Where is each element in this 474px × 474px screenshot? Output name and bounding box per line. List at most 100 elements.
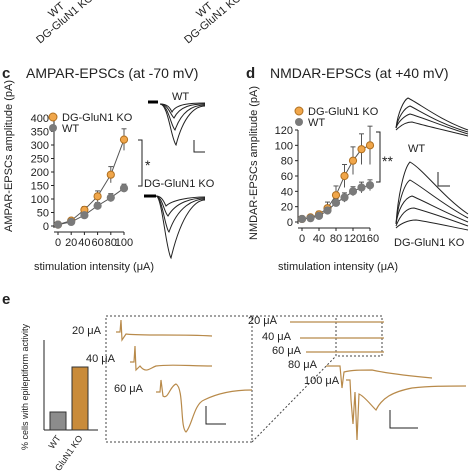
legend-d-wt-marker: [295, 118, 303, 126]
nmdar-point: [357, 145, 366, 154]
panel-c-ko-traces: [144, 194, 206, 260]
mid-stim-label-40: 40 μA: [86, 353, 116, 365]
panel-c-sig-bracket: [138, 139, 143, 187]
ampar-point: [119, 135, 129, 144]
legend-c-wt-label: WT: [62, 123, 79, 135]
bar-0: [49, 411, 67, 431]
ampar-x-tick-label: 20: [65, 237, 77, 249]
legend-c-wt-marker: [49, 124, 57, 132]
panel-d-title: NMDAR-EPSCs (at +40 mV): [270, 65, 449, 81]
panel-c-title: AMPAR-EPSCs (at -70 mV): [26, 65, 198, 81]
nmdar-point: [323, 206, 332, 215]
nmdar-point: [314, 211, 324, 220]
ampar-point: [93, 201, 102, 210]
mid-stim-label-20: 20 μA: [72, 325, 102, 337]
panel-c-significance: *: [145, 157, 151, 173]
right-stim-label-20: 20 μA: [248, 315, 278, 327]
ampar-y-tick-label: 150: [31, 181, 49, 193]
panel-d-ylabel: NMDAR-EPSCs amplitude (pA): [248, 86, 260, 240]
panel-d-trace-ko-label: DG-GluN1 KO: [394, 237, 465, 249]
ampar-x-tick-label: 100: [115, 237, 133, 249]
ampar-point: [106, 193, 115, 202]
nmdar-point: [365, 141, 375, 150]
ampar-y-tick-label: 400: [31, 113, 49, 125]
nmdar-point: [331, 198, 341, 207]
panel-d-letter: d: [246, 65, 255, 82]
right-stim-label-40: 40 μA: [262, 331, 292, 343]
nmdar-y-tick-label: 60: [281, 171, 293, 183]
legend-d-wt-label: WT: [308, 117, 325, 129]
ampar-y-tick-label: 0: [43, 221, 49, 233]
ampar-x-tick-label: 60: [91, 237, 103, 249]
right-stim-label-60: 60 μA: [272, 345, 302, 357]
ampar-point: [80, 211, 89, 220]
nmdar-y-tick-label: 100: [275, 140, 293, 152]
nmdar-y-tick-label: 20: [281, 202, 293, 214]
panel-c-trace-wt-label: WT: [172, 91, 189, 103]
panel-d-wt-traces: [395, 97, 469, 137]
ampar-x-tick-label: 80: [105, 237, 117, 249]
nmdar-y-tick-label: 40: [281, 186, 293, 198]
nmdar-x-tick-label: 120: [344, 233, 362, 245]
ampar-y-tick-label: 300: [31, 140, 49, 152]
zoom-connector-bottom: [251, 355, 337, 443]
right-scalebar: [389, 410, 418, 429]
nmdar-x-tick-label: 160: [361, 233, 379, 245]
nmdar-point: [297, 214, 307, 224]
ampar-series-line-0: [57, 139, 125, 226]
legend-c-ko-marker: [48, 112, 58, 122]
bar-category-label: WT: [46, 433, 63, 451]
legend-c-ko-label: DG-GluN1 KO: [62, 112, 133, 124]
panel-d-sig-bracket: [376, 131, 381, 183]
zoom-box-right-source: [335, 315, 383, 357]
nmdar-point: [348, 187, 358, 196]
panel-d-significance: **: [382, 153, 393, 169]
nmdar-point: [357, 183, 366, 192]
nmdar-point: [365, 181, 375, 190]
right-stim-label-100: 100 μA: [304, 375, 340, 387]
nmdar-x-tick-label: 0: [299, 233, 305, 245]
panel-d-trace-wt-label: WT: [408, 143, 425, 155]
ampar-point: [67, 217, 76, 227]
panel-c-wt-traces: [148, 100, 206, 147]
ampar-point: [53, 220, 63, 229]
ampar-y-tick-label: 250: [31, 154, 49, 166]
mid-scalebar: [205, 406, 226, 425]
panel-c-letter: c: [2, 65, 10, 82]
nmdar-x-tick-label: 40: [313, 233, 325, 245]
ampar-x-tick-label: 40: [78, 237, 90, 249]
panel-d-ko-traces: [395, 161, 469, 231]
mid-stim-label-60: 60 μA: [114, 383, 144, 395]
panel-c-trace-ko-label: DG-GluN1 KO: [144, 178, 215, 190]
panel-c-scalebar-wt: [193, 140, 205, 153]
nmdar-point: [306, 214, 315, 223]
ampar-y-tick-label: 100: [31, 194, 49, 206]
top-label-ko-right: DG-GluN1 KO: [182, 0, 244, 46]
ampar-point: [119, 184, 129, 193]
nmdar-point: [348, 156, 358, 165]
panel-d-xlabel: stimulation intensity (μA): [278, 261, 398, 273]
right-epileptiform-traces: [290, 321, 467, 441]
legend-d-ko-label: DG-GluN1 KO: [308, 106, 379, 118]
ampar-point: [93, 192, 102, 201]
ampar-point: [106, 170, 115, 179]
bar-1: [71, 366, 89, 431]
panel-e-ylabel: % cells with epileptiform activity: [20, 323, 30, 450]
legend-d-ko-marker: [294, 106, 304, 116]
mid-epileptiform-traces: [116, 319, 253, 433]
nmdar-point: [331, 191, 341, 200]
ampar-y-tick-label: 350: [31, 127, 49, 139]
nmdar-y-tick-label: 80: [281, 156, 293, 168]
panel-e-letter: e: [2, 291, 10, 308]
nmdar-y-tick-label: 0: [287, 217, 293, 229]
ampar-y-tick-label: 50: [37, 208, 49, 220]
nmdar-y-tick-label: 120: [275, 125, 293, 137]
right-stim-label-80: 80 μA: [288, 359, 318, 371]
panel-c-ylabel: AMPAR-EPSCs amplitude (pA): [3, 80, 15, 232]
ampar-x-tick-label: 0: [55, 237, 61, 249]
nmdar-point: [340, 171, 349, 181]
nmdar-x-tick-label: 80: [330, 233, 342, 245]
